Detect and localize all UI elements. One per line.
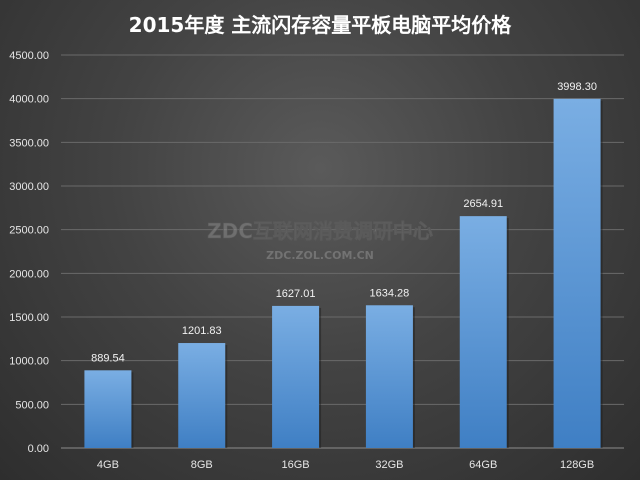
y-tick-label: 3500.00 <box>9 137 49 149</box>
data-label: 1634.28 <box>370 287 410 299</box>
bar-16gb <box>272 305 320 448</box>
y-tick-label: 1000.00 <box>9 356 49 368</box>
bar-8gb <box>178 343 226 448</box>
data-label: 1201.83 <box>182 325 222 337</box>
x-tick-label: 4GB <box>97 459 119 471</box>
watermark-main-text: ZDC互联网消费调研中心 <box>207 219 433 243</box>
x-axis-tick-labels: 4GB 8GB 16GB 32GB 64GB 128GB <box>97 459 594 471</box>
y-tick-label: 3000.00 <box>9 181 49 193</box>
chart-title: 2015年度 主流闪存容量平板电脑平均价格 <box>129 13 513 37</box>
data-label: 1627.01 <box>276 288 316 300</box>
bar-128gb <box>553 98 601 449</box>
y-tick-label: 4500.00 <box>9 50 49 62</box>
x-tick-label: 64GB <box>469 459 497 471</box>
watermark: ZDC互联网消费调研中心 ZDC.ZOL.COM.CN <box>207 219 433 262</box>
data-label: 2654.91 <box>463 198 503 210</box>
y-tick-label: 2000.00 <box>9 268 49 280</box>
y-tick-label: 0.00 <box>28 443 49 455</box>
bar-32gb <box>365 305 413 448</box>
y-tick-label: 1500.00 <box>9 312 49 324</box>
bars <box>84 98 603 449</box>
y-tick-label: 2500.00 <box>9 225 49 237</box>
bar-4gb <box>84 370 132 448</box>
data-labels: 889.54 1201.83 1627.01 1634.28 2654.91 3998.3… <box>91 81 597 364</box>
x-tick-label: 8GB <box>191 459 213 471</box>
y-tick-label: 500.00 <box>15 399 49 411</box>
watermark-sub-text: ZDC.ZOL.COM.CN <box>266 249 374 262</box>
data-label: 889.54 <box>91 352 125 364</box>
gridlines <box>61 54 624 449</box>
bar-64gb <box>459 216 507 448</box>
x-tick-label: 16GB <box>282 459 310 471</box>
y-tick-label: 4000.00 <box>9 94 49 106</box>
y-axis-tick-labels: 0.00 500.00 1000.00 1500.00 2000.00 2500.00 30… <box>9 50 49 455</box>
x-tick-label: 32GB <box>375 459 403 471</box>
x-tick-label: 128GB <box>560 459 594 471</box>
data-label: 3998.30 <box>557 81 597 93</box>
